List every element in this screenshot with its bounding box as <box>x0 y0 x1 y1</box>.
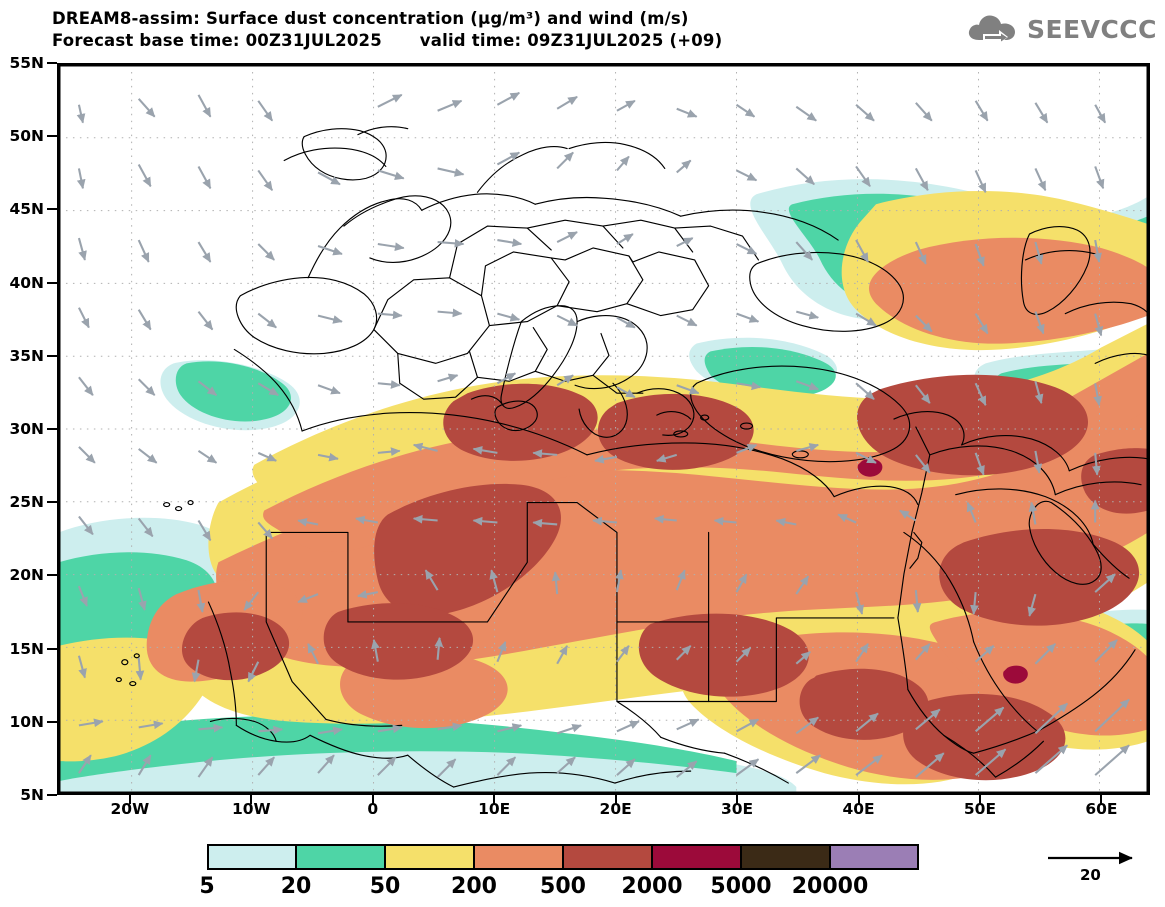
longitude-tick-mark <box>736 795 739 804</box>
valid-time-value: 09Z31JUL2025 <box>527 31 664 50</box>
latitude-tick-mark <box>47 794 57 796</box>
colorbar-swatches[interactable] <box>207 844 919 870</box>
latitude-tick-label: 45N <box>9 200 44 219</box>
longitude-tick-mark <box>614 795 617 804</box>
colorbar-tick-label: 500 <box>540 874 586 899</box>
chart-subtitle: Forecast base time: 00Z31JUL2025 valid t… <box>52 31 722 50</box>
latitude-tick-mark <box>47 574 57 577</box>
base-time-label: Forecast base time: <box>52 31 240 50</box>
wind-scale-key: 20 <box>1040 848 1150 892</box>
longitude-tick-mark <box>371 795 374 804</box>
longitude-tick-label: 20W <box>110 800 150 818</box>
latitude-tick-mark <box>47 428 57 430</box>
latitude-tick-mark <box>47 720 57 723</box>
colorbar-tick-label: 5000 <box>710 874 772 899</box>
latitude-tick-mark <box>47 135 57 138</box>
latitude-tick-label: 50N <box>9 127 44 146</box>
latitude-tick-label: 35N <box>9 346 44 365</box>
colorbar-swatch[interactable] <box>563 844 652 870</box>
longitude-tick-label: 20E <box>599 800 632 818</box>
colorbar-legend[interactable]: 5 20 50 200 500 2000 5000 20000 <box>0 838 1165 907</box>
longitude-tick-mark <box>250 795 253 804</box>
wind-scale-label: 20 <box>1080 866 1101 884</box>
colorbar-tick-label: 2000 <box>621 874 683 899</box>
latitude-tick-label: 25N <box>9 493 44 512</box>
longitude-tick-label: 0 <box>367 800 379 818</box>
longitude-tick-label: 10W <box>231 800 271 818</box>
longitude-tick-mark <box>978 795 981 804</box>
latitude-tick-label: 20N <box>9 566 44 585</box>
latitude-tick-mark <box>47 281 57 284</box>
longitude-tick-mark <box>493 795 496 804</box>
longitude-tick-mark <box>857 795 860 804</box>
colorbar-swatch[interactable] <box>741 844 830 870</box>
colorbar-swatch[interactable] <box>385 844 474 870</box>
latitude-tick-label: 5N <box>20 786 44 804</box>
seevccc-logo: SEEVCCC <box>965 8 1157 50</box>
latitude-tick-mark <box>47 62 57 64</box>
longitude-tick-mark <box>128 795 131 804</box>
latitude-tick-label: 30N <box>9 420 44 438</box>
longitude-tick-label: 50E <box>963 800 997 818</box>
colorbar-swatch[interactable] <box>207 844 296 870</box>
colorbar-tick-label: 5 <box>199 874 215 899</box>
dust-concentration-map <box>59 65 1148 793</box>
colorbar-tick-label: 50 <box>369 874 401 899</box>
latitude-tick-mark <box>47 647 57 650</box>
base-time-value: 00Z31JUL2025 <box>245 31 382 50</box>
latitude-tick-label: 40N <box>9 273 44 292</box>
colorbar-swatch[interactable] <box>652 844 741 870</box>
longitude-tick-label: 10E <box>478 800 511 818</box>
latitude-tick-label: 10N <box>9 712 44 731</box>
cloud-arrow-icon <box>968 15 1015 44</box>
colorbar-tick-label: 200 <box>451 874 497 899</box>
wind-arrow-icon <box>1048 851 1133 865</box>
longitude-tick-mark <box>1100 795 1103 804</box>
chart-title: DREAM8-assim: Surface dust concentration… <box>52 9 689 28</box>
map-gridlines <box>59 65 1148 793</box>
wind-vector-field <box>76 91 1130 778</box>
latitude-tick-label: 55N <box>9 54 44 72</box>
map-plot-area[interactable] <box>57 63 1150 795</box>
chart-header: DREAM8-assim: Surface dust concentration… <box>0 0 1165 58</box>
colorbar-swatch[interactable] <box>830 844 919 870</box>
latitude-tick-mark <box>47 501 57 504</box>
colorbar-tick-label: 20000 <box>791 874 869 899</box>
valid-time-label: valid time: <box>419 31 522 50</box>
latitude-tick-label: 15N <box>9 639 44 658</box>
latitude-tick-mark <box>47 208 57 211</box>
longitude-tick-label: 60E <box>1085 800 1118 818</box>
latitude-tick-mark <box>47 354 57 357</box>
longitude-tick-label: 40E <box>842 800 875 818</box>
colorbar-swatch[interactable] <box>296 844 385 870</box>
lead-time-value: (+09) <box>669 31 723 50</box>
colorbar-swatch[interactable] <box>474 844 563 870</box>
longitude-tick-label: 30E <box>720 800 754 818</box>
logo-text: SEEVCCC <box>1026 14 1157 44</box>
colorbar-tick-label: 20 <box>280 874 312 899</box>
